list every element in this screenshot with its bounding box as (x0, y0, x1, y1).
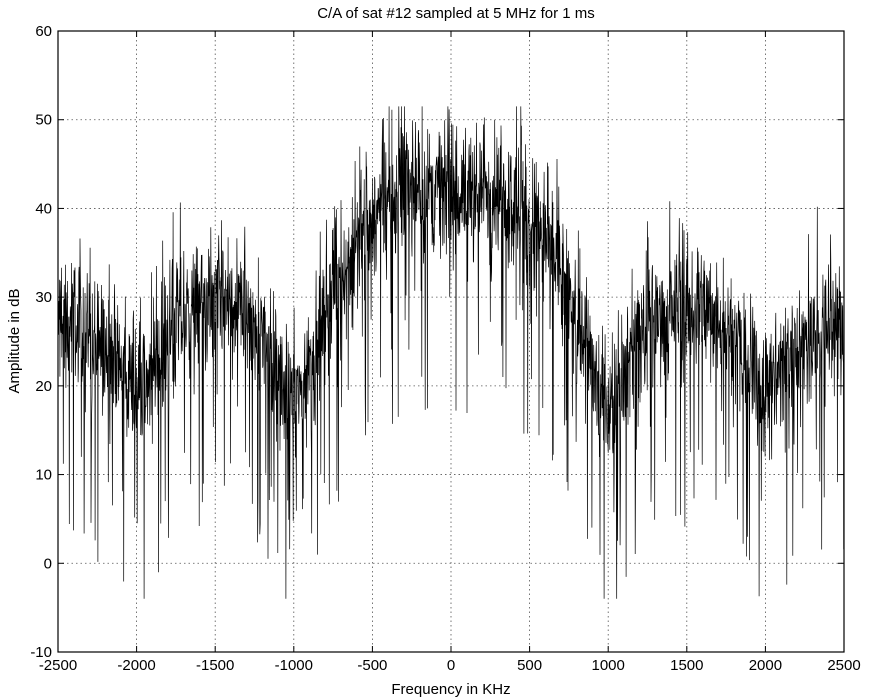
x-tick-label: -1000 (275, 657, 313, 674)
axis-ticks (57, 30, 845, 653)
x-tick-label: 500 (517, 657, 542, 674)
x-tick-label: 2000 (749, 657, 782, 674)
grid-lines (58, 31, 844, 652)
x-tick-label: 0 (447, 657, 455, 674)
y-tick-label: 0 (44, 555, 52, 572)
y-tick-label: 10 (35, 467, 52, 484)
y-tick-label: 30 (35, 289, 52, 306)
x-tick-label: 1000 (592, 657, 625, 674)
y-tick-label: 60 (35, 23, 52, 40)
y-axis-label: Amplitude in dB (6, 288, 23, 393)
x-tick-label: -2000 (117, 657, 155, 674)
y-tick-label: 20 (35, 378, 52, 395)
spectrum-line (57, 106, 845, 599)
x-tick-label: 1500 (670, 657, 703, 674)
x-tick-label: -1500 (196, 657, 234, 674)
y-tick-label: -10 (30, 644, 52, 661)
y-tick-labels: -10 0 10 20 30 40 50 60 (30, 23, 52, 661)
x-axis-label: Frequency in KHz (391, 681, 510, 698)
y-tick-label: 40 (35, 200, 52, 217)
chart-title: C/A of sat #12 sampled at 5 MHz for 1 ms (317, 5, 595, 22)
x-tick-label: -2500 (39, 657, 77, 674)
x-tick-label: -500 (357, 657, 387, 674)
series-group (57, 106, 845, 599)
x-tick-label: 2500 (827, 657, 860, 674)
y-tick-label: 50 (35, 112, 52, 129)
x-tick-labels: -2500 -2000 -1500 -1000 -500 0 500 1000 1500 2000… (39, 657, 861, 674)
